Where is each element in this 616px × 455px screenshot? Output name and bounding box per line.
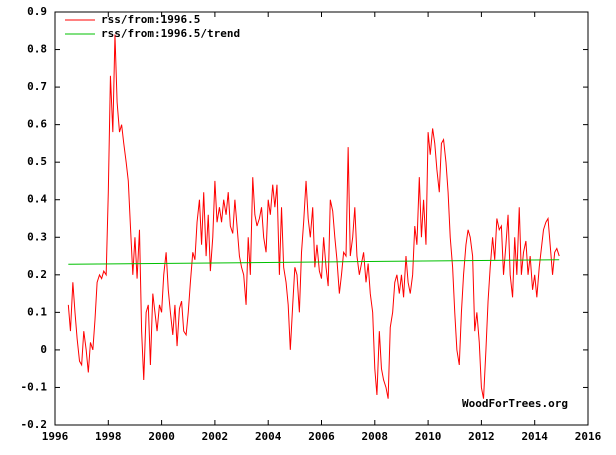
legend-label: rss/from:1996.5/trend: [101, 27, 240, 40]
y-tick-label: 0.8: [27, 43, 47, 56]
x-tick-label: 2000: [148, 430, 175, 443]
y-tick-label: 0.4: [27, 193, 47, 206]
x-tick-label: 2014: [521, 430, 548, 443]
y-tick-label: 0.3: [27, 230, 47, 243]
x-tick-label: 2012: [468, 430, 495, 443]
y-tick-label: 0.2: [27, 268, 47, 281]
x-tick-label: 2010: [415, 430, 442, 443]
y-tick-label: -0.1: [21, 380, 48, 393]
x-tick-label: 2004: [255, 430, 282, 443]
x-tick-label: 2008: [362, 430, 389, 443]
x-tick-label: 2002: [202, 430, 229, 443]
x-tick-label: 1996: [42, 430, 69, 443]
series-line: [68, 259, 560, 265]
x-tick-label: 2016: [575, 430, 602, 443]
x-tick-label: 2006: [308, 430, 335, 443]
annotation: WoodForTrees.org: [462, 397, 568, 410]
legend-label: rss/from:1996.5: [101, 13, 200, 26]
series-line: [67, 34, 560, 399]
y-tick-label: 0.9: [27, 5, 47, 18]
y-tick-label: 0: [40, 343, 47, 356]
x-tick-label: 1998: [95, 430, 122, 443]
y-tick-label: 0.7: [27, 80, 47, 93]
y-tick-label: 0.1: [27, 305, 47, 318]
y-tick-label: 0.6: [27, 118, 47, 131]
y-tick-label: 0.5: [27, 155, 47, 168]
y-tick-label: -0.2: [21, 418, 48, 431]
